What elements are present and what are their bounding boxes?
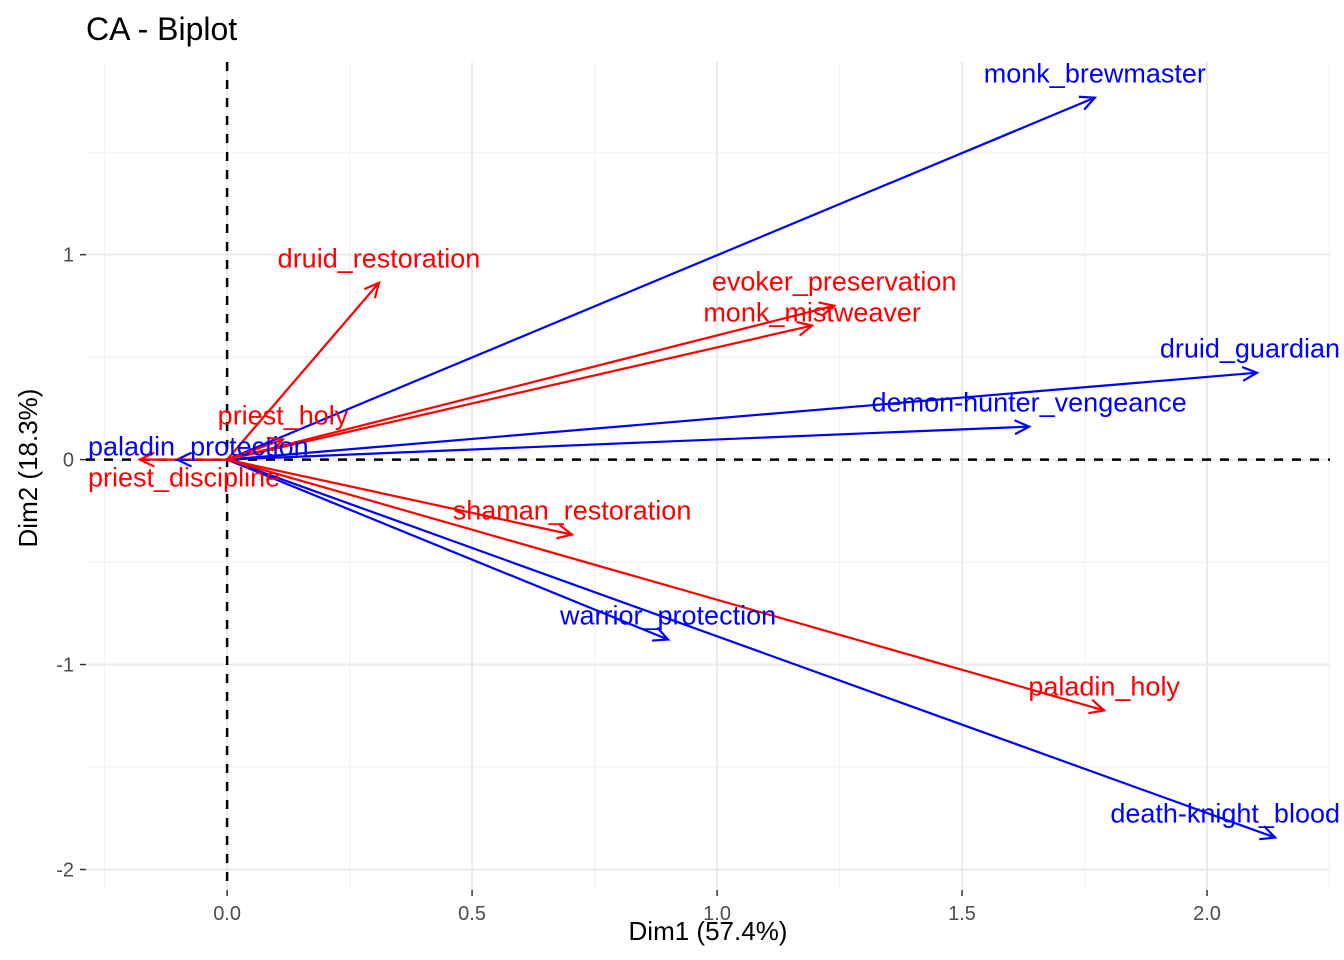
x-tick-label: 0.5	[458, 903, 486, 925]
arrow-monk_brewmaster	[226, 95, 1098, 461]
x-tick-label: 1.0	[703, 903, 731, 925]
arrow-shaft	[226, 324, 813, 461]
arrow-shaft	[226, 304, 835, 461]
axes: 0.0 0.5 1.0 1.5 2.0 -2 -1 0 1	[56, 245, 1221, 925]
y-axis-label: Dim2 (18.3%)	[13, 389, 43, 548]
point-labels: monk_brewmaster druid_guardian demon-hunte…	[88, 59, 1340, 829]
arrow-shaft	[226, 438, 284, 461]
arrow-shaft	[226, 458, 1105, 712]
point-label: paladin_holy	[1028, 671, 1180, 701]
x-tick-label: 1.5	[948, 903, 976, 925]
arrow-shaft	[227, 371, 1258, 461]
arrow-evoker_preservation	[226, 301, 837, 461]
arrow-head	[818, 301, 837, 317]
y-tick-label: -1	[56, 655, 74, 677]
arrow-demon-hunter_vengeance	[227, 419, 1032, 461]
arrow-head	[1259, 825, 1278, 841]
grid	[86, 62, 1331, 890]
arrow-priest_holy	[226, 436, 286, 461]
point-label: demon-hunter_vengeance	[872, 388, 1187, 418]
arrow-monk_mistweaver	[226, 320, 815, 461]
point-label: paladin_protection	[88, 432, 309, 462]
arrow-head	[652, 626, 671, 642]
arrow-death-knight_blood	[226, 458, 1278, 841]
point-label: death-knight_blood	[1110, 799, 1340, 829]
arrow-head	[363, 280, 381, 299]
arrow-head	[796, 320, 815, 337]
chart-title: CA - Biplot	[86, 11, 237, 47]
x-tick-label: 2.0	[1193, 903, 1221, 925]
arrow-shaman_restoration	[226, 458, 575, 540]
point-label: priest_discipline	[88, 463, 280, 493]
arrow-shaft	[226, 458, 573, 536]
arrow-head	[1014, 419, 1032, 436]
point-label: druid_guardian	[1160, 334, 1340, 364]
x-axis-label: Dim1 (57.4%)	[629, 916, 788, 946]
point-label: monk_brewmaster	[984, 59, 1206, 89]
arrow-priest_discipline	[137, 451, 228, 468]
arrow-head	[1088, 698, 1107, 715]
arrow-druid_guardian	[227, 365, 1260, 461]
point-label: monk_mistweaver	[703, 298, 921, 328]
arrows	[86, 62, 1330, 890]
arrow-druid_restoration	[226, 280, 381, 461]
arrow-warrior_protection	[226, 458, 671, 642]
point-label: shaman_restoration	[453, 496, 692, 526]
arrow-shaft	[227, 425, 1030, 461]
point-label: evoker_preservation	[712, 267, 957, 297]
point-label: druid_restoration	[278, 244, 481, 274]
arrow-head	[1078, 95, 1098, 111]
arrow-shaft	[226, 282, 380, 461]
point-label: warrior_protection	[559, 601, 776, 631]
y-tick-label: -2	[56, 860, 74, 882]
y-tick-label: 1	[63, 245, 74, 267]
arrow-head	[1241, 365, 1260, 382]
arrow-paladin_holy	[226, 458, 1107, 715]
x-tick-label: 0.0	[213, 903, 241, 925]
arrow-head	[556, 523, 575, 540]
point-label: priest_holy	[218, 401, 349, 431]
arrow-shaft	[226, 96, 1096, 461]
arrow-shaft	[226, 458, 669, 641]
arrow-head	[266, 436, 286, 452]
arrow-head	[137, 451, 155, 468]
arrow-shaft	[226, 458, 1276, 839]
y-tick-label: 0	[63, 450, 74, 472]
